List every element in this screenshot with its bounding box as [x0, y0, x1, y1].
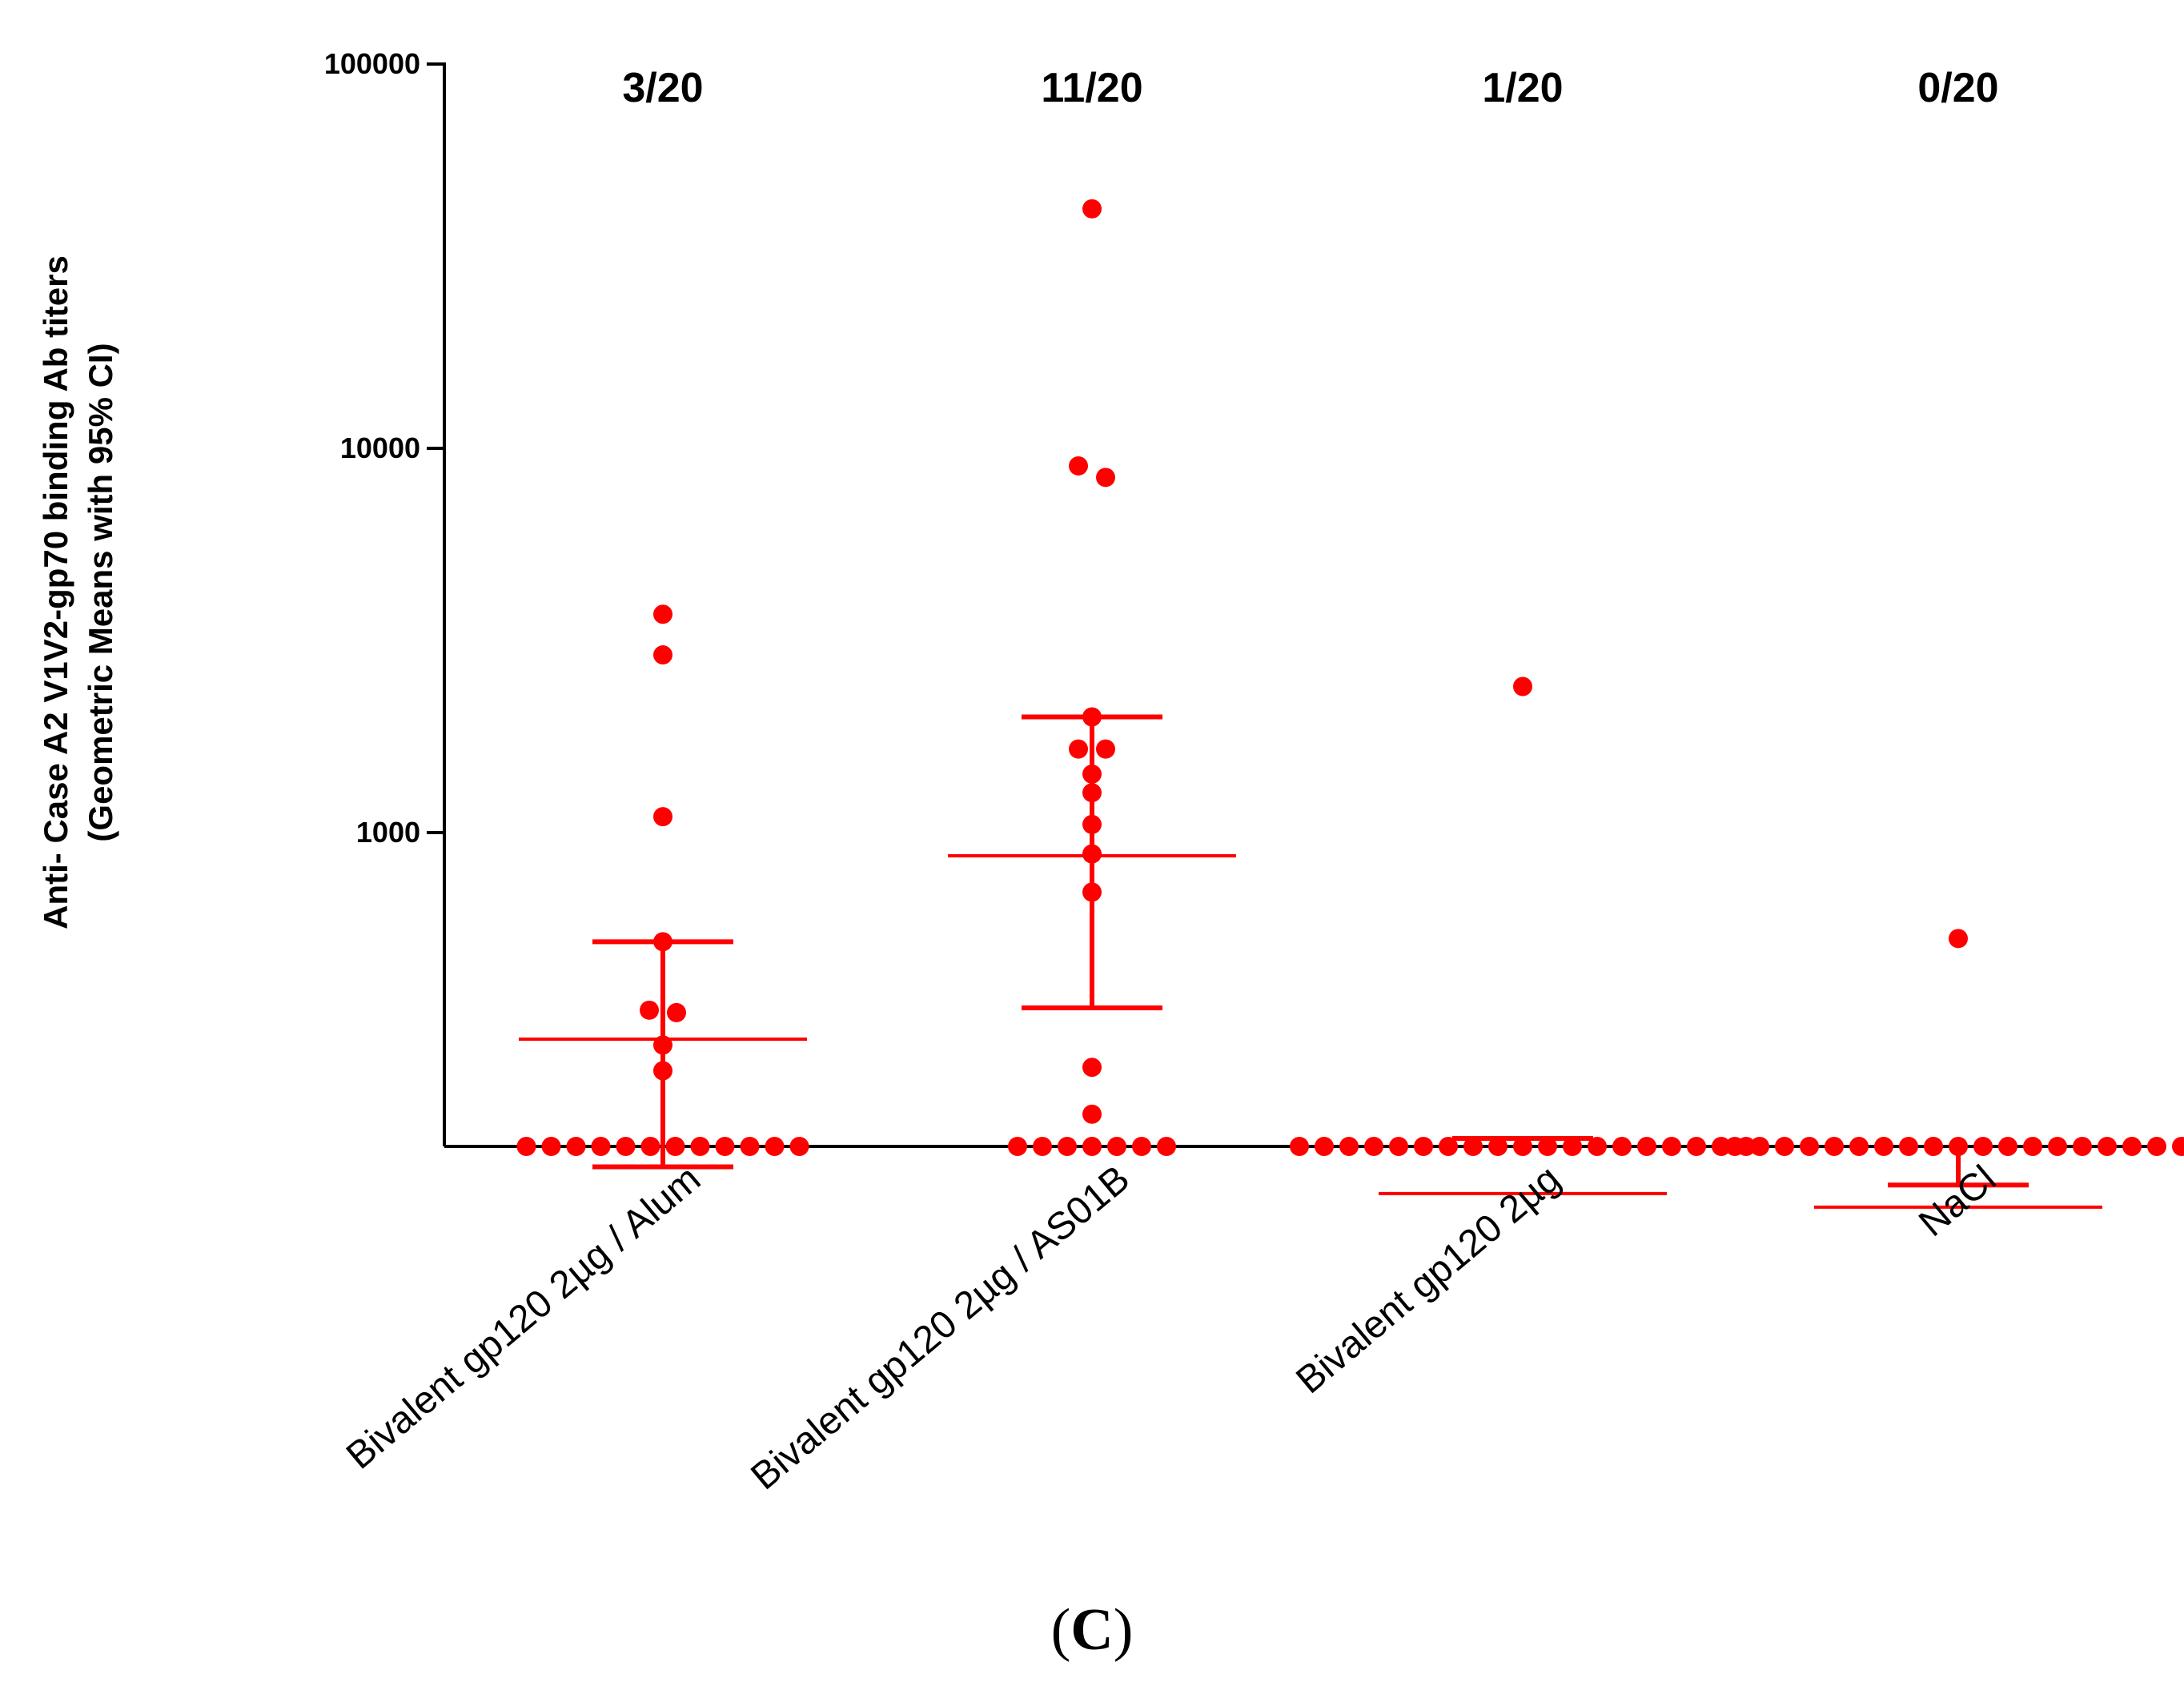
data-point — [1008, 1137, 1027, 1156]
y-axis-label-line2: (Geometric Means with 95% CI) — [82, 343, 119, 841]
data-point — [2048, 1137, 2067, 1156]
data-point — [1389, 1137, 1408, 1156]
data-point — [1662, 1137, 1681, 1156]
data-point — [2098, 1137, 2117, 1156]
data-point — [665, 1137, 685, 1156]
data-point — [1082, 1137, 1102, 1156]
data-point — [2172, 1137, 2184, 1156]
data-point — [1998, 1137, 2017, 1156]
data-point — [1082, 1104, 1102, 1124]
data-point — [1924, 1137, 1943, 1156]
data-point — [1874, 1137, 1893, 1156]
y-tick-label: 100000 — [324, 47, 420, 80]
data-point — [653, 807, 672, 827]
data-point — [1290, 1137, 1309, 1156]
category-label: Bivalent gp120 2µg / AS01B — [743, 1158, 1138, 1498]
data-point — [715, 1137, 735, 1156]
data-point — [1637, 1137, 1656, 1156]
y-tick-label: 10000 — [340, 432, 420, 464]
data-point — [2023, 1137, 2042, 1156]
data-point — [1513, 676, 1532, 696]
data-point — [566, 1137, 586, 1156]
data-point — [1488, 1137, 1508, 1156]
labels: 1000 10000 100000 3/20 Bivalent gp120 2µg / … — [324, 47, 2004, 1498]
category-label: Bivalent gp120 2µg / Alum — [339, 1158, 709, 1478]
data-point — [1107, 1137, 1126, 1156]
data-point — [1463, 1137, 1483, 1156]
panel-label-open: ( — [1051, 1597, 1071, 1663]
data-point — [1899, 1137, 1918, 1156]
data-point — [1033, 1137, 1052, 1156]
data-point — [1612, 1137, 1632, 1156]
panel-label-close: ) — [1114, 1597, 1134, 1663]
data-point — [1082, 1058, 1102, 1078]
data-point — [1750, 1137, 1769, 1156]
axes — [427, 62, 2166, 1148]
data-point — [2147, 1137, 2166, 1156]
data-point — [1315, 1137, 1334, 1156]
data-point — [1538, 1137, 1557, 1156]
data-point — [1058, 1137, 1077, 1156]
responder-ratio-label: 1/20 — [1482, 65, 1563, 111]
data-point — [1825, 1137, 1844, 1156]
panel-label-letter: C — [1070, 1597, 1113, 1663]
data-point — [1414, 1137, 1433, 1156]
data-point — [653, 604, 672, 624]
data-point — [2122, 1137, 2142, 1156]
data-point — [640, 1000, 659, 1020]
data-point — [1687, 1137, 1706, 1156]
data-point — [690, 1137, 710, 1156]
data-point — [616, 1137, 636, 1156]
data-point — [1849, 1137, 1869, 1156]
responder-ratio-label: 0/20 — [1917, 65, 1998, 111]
data-point — [1364, 1137, 1383, 1156]
data-point — [541, 1137, 561, 1156]
data-point — [667, 1002, 686, 1022]
data-point — [789, 1137, 809, 1156]
data-point — [1132, 1137, 1151, 1156]
data-point — [591, 1137, 611, 1156]
data-point — [1096, 739, 1115, 759]
responder-ratio-label: 11/20 — [1041, 65, 1142, 111]
data-point — [1712, 1137, 1731, 1156]
data-point — [1069, 456, 1088, 476]
data-point — [1800, 1137, 1819, 1156]
data-point — [516, 1137, 536, 1156]
data-point — [1725, 1137, 1744, 1156]
data-point — [765, 1137, 785, 1156]
data-marks — [516, 199, 2184, 1209]
data-point — [1157, 1137, 1176, 1156]
data-point — [740, 1137, 760, 1156]
data-point — [1949, 929, 1968, 949]
y-tick-label: 1000 — [356, 816, 420, 849]
data-point — [1439, 1137, 1458, 1156]
data-point — [2073, 1137, 2092, 1156]
panel-label: (C) — [1051, 1597, 1134, 1663]
data-point — [1069, 739, 1088, 759]
data-point — [1082, 199, 1102, 219]
data-point — [1973, 1137, 1993, 1156]
y-axis-label-line1: Anti- Case A2 V1V2-gp70 binding Ab titer… — [37, 255, 74, 929]
data-point — [1339, 1137, 1359, 1156]
data-point — [640, 1137, 660, 1156]
data-point — [1588, 1137, 1607, 1156]
data-point — [653, 645, 672, 665]
data-point — [1775, 1137, 1794, 1156]
responder-ratio-label: 3/20 — [622, 65, 703, 111]
data-point — [1563, 1137, 1582, 1156]
data-point — [1096, 468, 1115, 488]
